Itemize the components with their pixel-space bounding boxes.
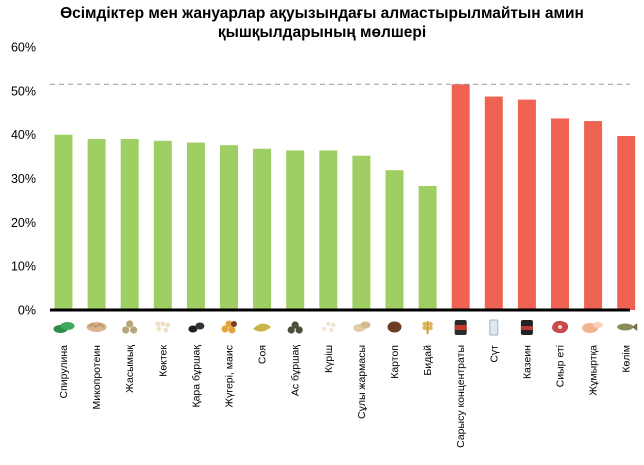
- category-label: Казеин: [521, 345, 533, 379]
- bar: [54, 134, 73, 310]
- food-icons: [53, 319, 638, 336]
- category-label: Сұлы жармасы: [356, 345, 368, 419]
- rice-icon: [322, 321, 336, 333]
- eggs-icon: [582, 322, 604, 333]
- category-label: Жасымық: [124, 345, 136, 393]
- category-label: Бидай: [422, 345, 434, 376]
- bar: [352, 155, 371, 310]
- category-label: Сарысу концентраты: [455, 345, 467, 448]
- bar: [286, 150, 305, 310]
- oats-icon: [155, 321, 171, 333]
- chart-title-line-1: Өсімдіктер мен жануарлар ақуызындағы алм…: [60, 5, 584, 22]
- y-tick-label: 40%: [11, 128, 36, 142]
- whey-jar-icon: [454, 320, 467, 335]
- category-label: Спирулина: [58, 345, 70, 399]
- category-label: Микопротеин: [91, 345, 103, 410]
- y-tick-label: 20%: [11, 216, 36, 230]
- y-tick-label: 50%: [11, 84, 36, 98]
- spirulina-icon: [53, 322, 75, 333]
- mycoprotein-icon: [86, 322, 107, 332]
- category-label: Соя: [257, 345, 269, 364]
- category-label: Көлім: [621, 345, 633, 373]
- soybean-icon: [253, 323, 272, 332]
- category-label: Күріш: [323, 345, 335, 373]
- bar: [584, 121, 603, 310]
- bar: [120, 139, 139, 310]
- y-axis-ticks: 0% 10% 20% 30% 40% 50% 60%: [11, 41, 36, 318]
- category-label: Жұмыртқа: [588, 345, 600, 396]
- fish-icon: [617, 323, 638, 331]
- bar: [617, 135, 636, 310]
- category-label: Ас бұршақ: [290, 345, 302, 397]
- bar: [319, 150, 338, 310]
- y-tick-label: 10%: [11, 260, 36, 274]
- casein-jar-icon: [520, 320, 533, 335]
- category-label: Картоп: [389, 345, 401, 379]
- bar: [385, 170, 404, 310]
- bar: [484, 96, 503, 310]
- bar: [87, 139, 106, 310]
- category-label: Қара бұршақ: [190, 345, 202, 408]
- bars: [54, 84, 636, 310]
- chart-title-line-2: қышқылдарының мөлшері: [217, 24, 427, 41]
- bar: [451, 84, 470, 310]
- milk-glass-icon: [489, 319, 499, 336]
- chart-title: Өсімдіктер мен жануарлар ақуызындағы алм…: [0, 4, 644, 42]
- lentils-icon: [122, 320, 138, 334]
- category-label: Көктек: [157, 345, 169, 377]
- y-tick-label: 0%: [18, 304, 36, 318]
- y-tick-label: 60%: [11, 41, 36, 55]
- category-labels: Спирулина Микопротеин Жасымық Көктек Қара бұ…: [58, 345, 633, 448]
- black-beans-icon: [188, 322, 205, 333]
- y-tick-label: 30%: [11, 172, 36, 186]
- bar: [220, 145, 238, 310]
- category-label: Сиыр еті: [555, 345, 567, 387]
- corn-icon: [221, 320, 237, 334]
- peas-icon: [287, 321, 303, 334]
- category-label: Жүгері, маис: [224, 345, 236, 408]
- wheat-icon: [422, 321, 433, 334]
- beef-icon: [552, 320, 569, 334]
- oatmeal-icon: [353, 321, 371, 332]
- bar: [186, 142, 205, 310]
- bar: [517, 99, 536, 310]
- bar: [551, 118, 569, 310]
- bar: [153, 140, 172, 310]
- bar: [253, 148, 272, 310]
- potato-icon: [387, 321, 402, 333]
- category-label: Сүт: [488, 345, 500, 363]
- bar: [418, 185, 437, 310]
